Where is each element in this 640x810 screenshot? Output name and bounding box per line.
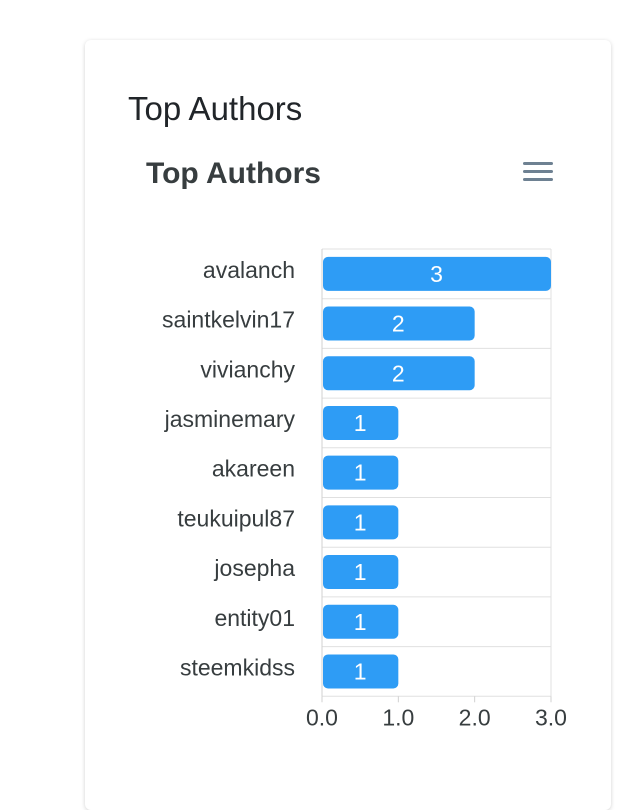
bar — [323, 306, 475, 341]
hamburger-menu-icon[interactable] — [523, 162, 553, 184]
data-label: 1 — [354, 410, 367, 436]
bar — [323, 455, 399, 490]
bar — [323, 505, 399, 540]
category-label: jasminemary — [164, 406, 296, 432]
x-tick-label: 2.0 — [459, 704, 491, 730]
data-label: 1 — [354, 659, 367, 685]
data-label: 1 — [354, 609, 367, 635]
category-label: akareen — [212, 456, 295, 482]
bar — [323, 604, 399, 639]
x-tick-label: 3.0 — [535, 704, 567, 730]
data-label: 2 — [392, 311, 405, 337]
data-label: 1 — [354, 460, 367, 486]
category-label: avalanch — [203, 257, 295, 283]
category-label: josepha — [213, 555, 295, 581]
category-label: entity01 — [214, 605, 295, 631]
category-label: teukuipul87 — [177, 505, 295, 531]
x-tick-label: 1.0 — [382, 704, 414, 730]
data-label: 3 — [430, 261, 443, 287]
category-label: saintkelvin17 — [162, 307, 295, 333]
bar-chart: avalanch 3 saintkelvin17 2 vivianchy 2 jasmine… — [162, 248, 567, 730]
bar — [323, 356, 475, 391]
chart-title: Top Authors — [146, 157, 321, 190]
category-label: steemkidss — [180, 655, 295, 681]
data-label: 1 — [354, 559, 367, 585]
chart-card: Top Authors Top Authors avalanch 3 saintke… — [85, 40, 611, 810]
data-label: 2 — [392, 360, 405, 386]
bar — [323, 405, 399, 440]
bar — [323, 555, 399, 590]
data-label: 1 — [354, 509, 367, 535]
bar — [323, 654, 399, 689]
category-label: vivianchy — [200, 356, 295, 382]
card-title: Top Authors — [128, 90, 303, 127]
bar — [323, 256, 551, 291]
x-tick-label: 0.0 — [306, 704, 338, 730]
